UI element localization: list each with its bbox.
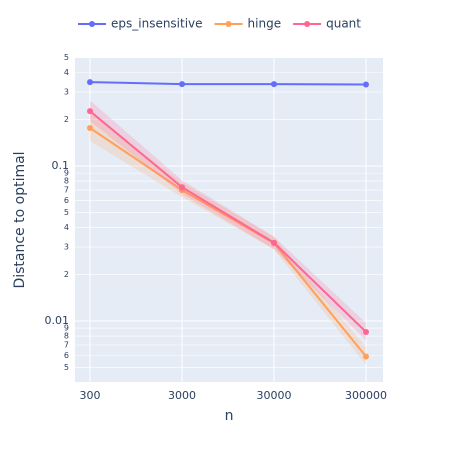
y-tick-label: 5 (64, 208, 69, 217)
y-tick-label: 0.1 (52, 159, 70, 172)
y-tick-label: 3 (64, 88, 69, 97)
y-tick-label: 8 (64, 332, 69, 341)
point (363, 81, 370, 88)
error-band (90, 112, 367, 366)
point (87, 124, 94, 131)
point (87, 79, 94, 86)
point (271, 239, 278, 246)
y-tick-label: 9 (64, 324, 69, 333)
y-tick-label: 7 (64, 186, 69, 195)
point (87, 108, 94, 115)
point (179, 184, 186, 191)
line (89, 110, 367, 333)
x-axis-title: n (225, 408, 234, 424)
y-tick-label: 0.01 (45, 314, 70, 327)
y-tick-label: 5 (64, 53, 69, 62)
legend-item: quant (293, 17, 361, 31)
legend-label: eps_insensitive (111, 17, 203, 31)
legend-label: hinge (248, 17, 282, 31)
legend-item: eps_insensitive (78, 17, 203, 31)
y-tick-label: 6 (64, 196, 69, 205)
point (363, 353, 370, 360)
x-tick-label: 300 (80, 389, 101, 402)
point (271, 81, 278, 88)
y-tick-label: 5 (64, 363, 69, 372)
marks (87, 79, 370, 366)
line (89, 127, 367, 358)
point (179, 81, 186, 88)
y-tick-label: 4 (64, 223, 69, 232)
grid (75, 57, 383, 382)
y-tick-label: 3 (64, 243, 69, 252)
y-tick-label: 2 (64, 115, 69, 124)
legend-label: quant (326, 17, 361, 31)
y-tick-label: 2 (64, 270, 69, 279)
y-tick-label: 8 (64, 177, 69, 186)
y-tick-label: 9 (64, 169, 69, 178)
y-tick-label: 7 (64, 341, 69, 350)
y-tick-label: 6 (64, 351, 69, 360)
x-tick-label: 30000 (257, 389, 292, 402)
x-tick-label: 300000 (345, 389, 387, 402)
x-tick-label: 3000 (168, 389, 196, 402)
legend-marker (225, 21, 232, 27)
error-band (90, 100, 367, 341)
y-tick-label: 4 (64, 68, 69, 77)
y-axis-title: Distance to optimal (12, 151, 28, 288)
legend-item: hinge (214, 17, 282, 31)
legend-marker (304, 21, 311, 27)
legend-marker (89, 21, 95, 27)
line (89, 81, 367, 86)
point (363, 328, 370, 335)
